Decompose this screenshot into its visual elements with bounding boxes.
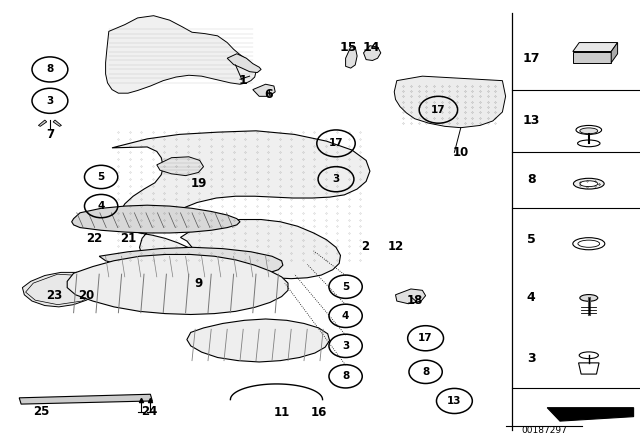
Text: 4: 4	[97, 201, 105, 211]
Text: 13: 13	[522, 114, 540, 128]
Text: 00187297: 00187297	[521, 426, 567, 435]
Polygon shape	[396, 289, 426, 304]
Ellipse shape	[578, 240, 600, 247]
Text: 1: 1	[239, 74, 248, 87]
Text: 11: 11	[273, 405, 290, 419]
Text: 8: 8	[422, 367, 429, 377]
Text: 17: 17	[431, 105, 445, 115]
Text: 5: 5	[527, 233, 536, 246]
Polygon shape	[67, 254, 288, 314]
Text: 3: 3	[332, 174, 340, 184]
Polygon shape	[38, 120, 47, 126]
Text: 5: 5	[342, 282, 349, 292]
Ellipse shape	[580, 128, 598, 134]
Text: 14: 14	[362, 40, 380, 54]
Text: 16: 16	[310, 405, 327, 419]
Ellipse shape	[579, 352, 598, 358]
Ellipse shape	[576, 125, 602, 134]
Polygon shape	[112, 131, 370, 279]
Polygon shape	[573, 43, 618, 52]
Text: 18: 18	[406, 293, 423, 307]
Text: 13: 13	[447, 396, 461, 406]
Polygon shape	[346, 47, 357, 68]
Text: 4: 4	[527, 291, 536, 305]
Ellipse shape	[578, 140, 600, 147]
Text: 8: 8	[527, 172, 536, 186]
Polygon shape	[227, 54, 261, 73]
Text: 17: 17	[329, 138, 343, 148]
Text: 2: 2	[361, 240, 369, 253]
Text: 15: 15	[340, 40, 358, 54]
Text: 4: 4	[342, 311, 349, 321]
Text: 12: 12	[387, 240, 404, 253]
Text: 9: 9	[195, 276, 202, 290]
Polygon shape	[72, 205, 240, 233]
Ellipse shape	[573, 178, 604, 189]
Ellipse shape	[580, 295, 598, 302]
Polygon shape	[364, 46, 381, 60]
Text: 3: 3	[527, 352, 536, 365]
Text: 19: 19	[190, 177, 207, 190]
Polygon shape	[19, 394, 152, 404]
Text: 3: 3	[342, 341, 349, 351]
Ellipse shape	[573, 237, 605, 250]
Text: 20: 20	[78, 289, 95, 302]
Polygon shape	[611, 43, 618, 63]
Text: 23: 23	[46, 289, 63, 302]
Text: 21: 21	[120, 232, 136, 245]
Polygon shape	[53, 120, 61, 126]
Polygon shape	[106, 16, 256, 93]
Text: 22: 22	[86, 232, 103, 245]
Polygon shape	[157, 157, 204, 176]
Text: 6: 6	[264, 87, 273, 101]
Text: 10: 10	[452, 146, 469, 159]
Polygon shape	[187, 319, 330, 362]
Text: 5: 5	[97, 172, 105, 182]
Polygon shape	[22, 272, 101, 307]
Polygon shape	[394, 76, 506, 128]
Polygon shape	[547, 408, 634, 421]
Ellipse shape	[580, 181, 598, 186]
Polygon shape	[579, 363, 599, 374]
Polygon shape	[99, 247, 283, 279]
Text: 7: 7	[46, 128, 54, 141]
Polygon shape	[573, 52, 611, 63]
Text: 8: 8	[342, 371, 349, 381]
Text: 3: 3	[46, 96, 54, 106]
Text: 17: 17	[419, 333, 433, 343]
Text: 24: 24	[141, 405, 157, 418]
Polygon shape	[253, 84, 275, 96]
Text: 17: 17	[522, 52, 540, 65]
Text: 8: 8	[46, 65, 54, 74]
Text: 25: 25	[33, 405, 50, 418]
